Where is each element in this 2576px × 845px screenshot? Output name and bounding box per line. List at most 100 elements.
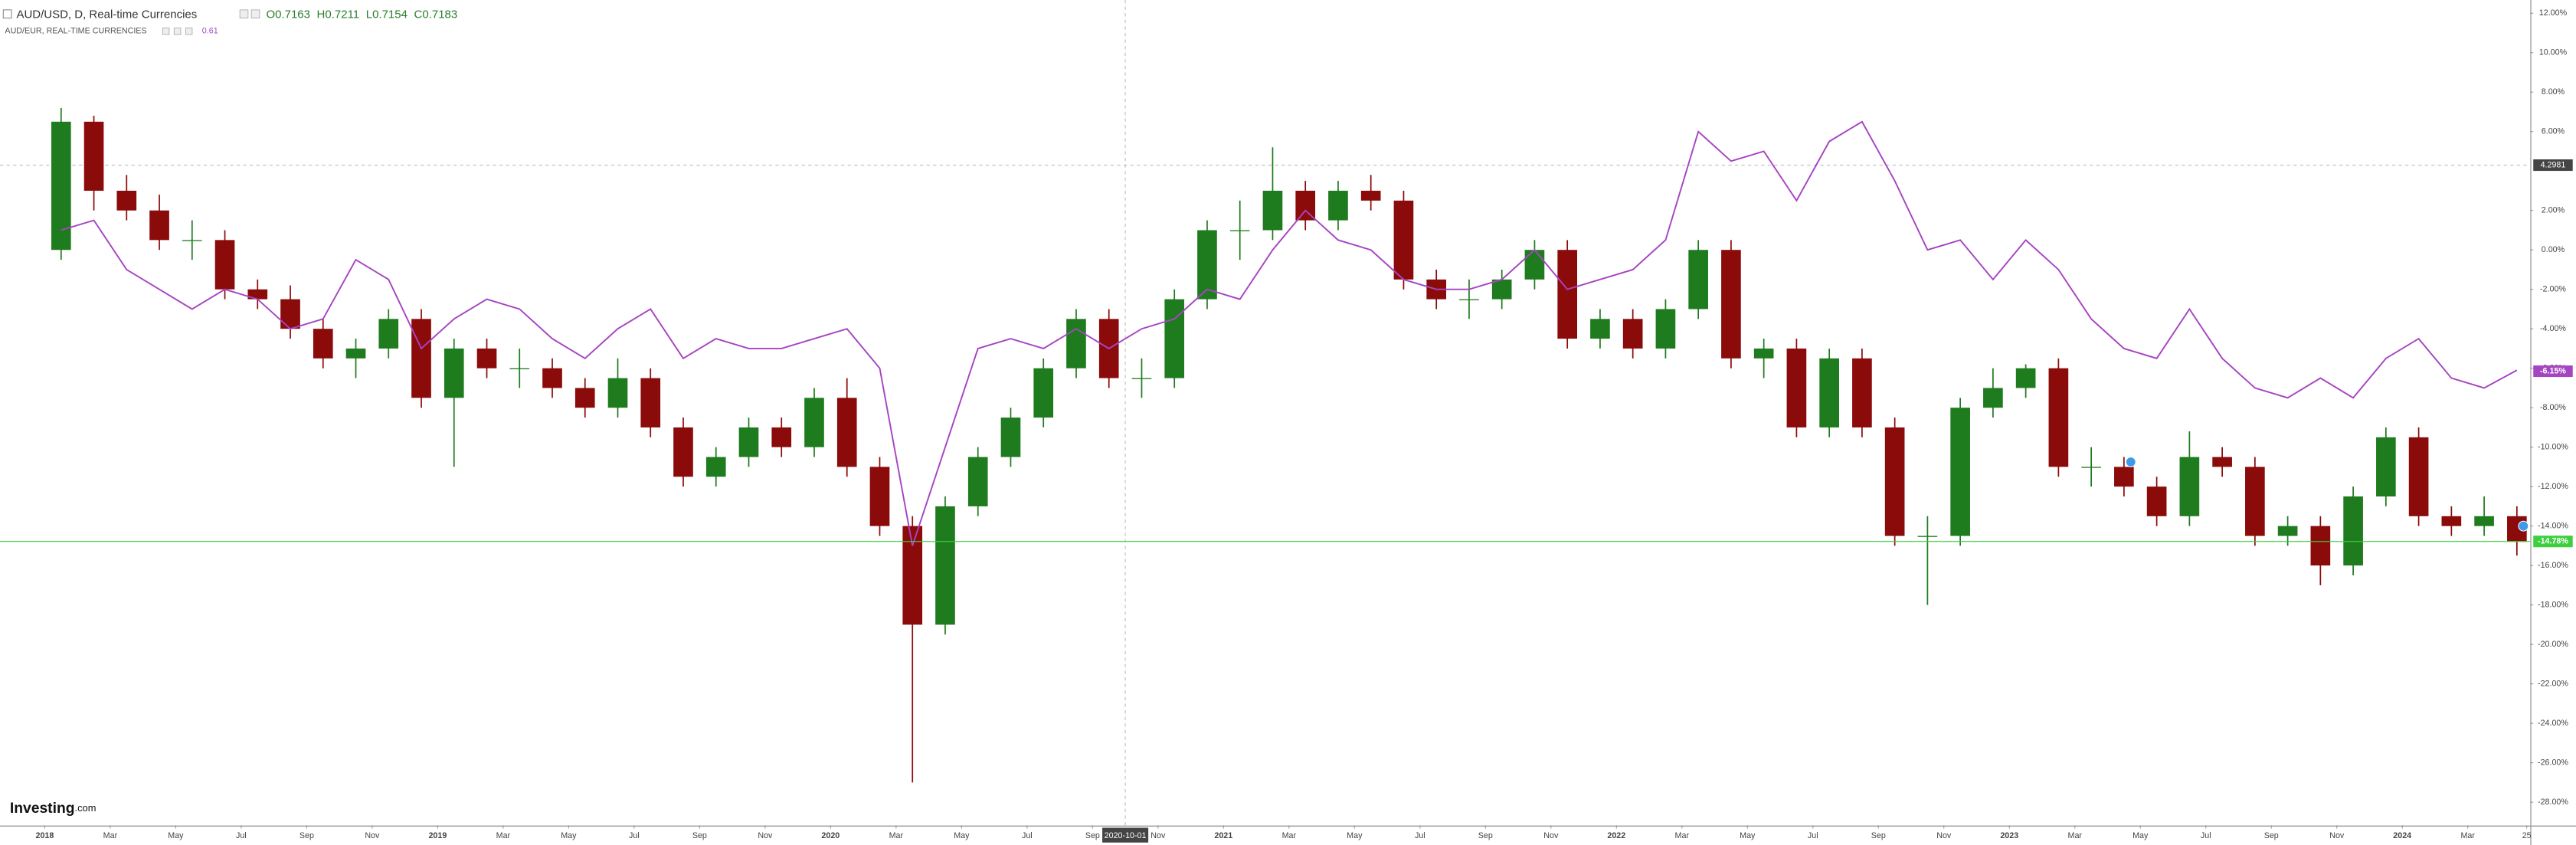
candle-body <box>2245 467 2265 536</box>
ohlc-label: L0.7154 <box>366 8 408 21</box>
x-tick-label: Jul <box>1415 831 1425 840</box>
candle-body <box>149 210 169 241</box>
x-tick-label: May <box>2132 831 2149 840</box>
candle-body <box>313 329 333 359</box>
ohlc-label: O0.7163 <box>266 8 310 21</box>
x-tick-label: Nov <box>1151 831 1166 840</box>
plot-area <box>0 0 2530 826</box>
y-tick-label: -28.00% <box>2538 798 2568 807</box>
event-icon <box>2125 457 2136 467</box>
x-tick-label: May <box>1740 831 1756 840</box>
candle-body <box>1164 299 1185 378</box>
event-icon <box>2518 520 2529 532</box>
x-tick-label: 2023 <box>2000 831 2018 840</box>
overlay-value: 0.61 <box>202 27 218 36</box>
x-tick-label: Jul <box>629 831 640 840</box>
series-title: AUD/USD, D, Real-time Currencies <box>16 8 197 21</box>
y-tick-label: -26.00% <box>2538 758 2568 767</box>
x-tick-label: Jul <box>1022 831 1033 840</box>
x-tick-label: Sep <box>1871 831 1886 840</box>
y-tick-label: -24.00% <box>2538 719 2568 728</box>
candle-body <box>967 457 988 506</box>
x-tick-label: 25 <box>2522 831 2532 840</box>
price-tag-label: -14.78% <box>2538 537 2568 546</box>
candle-body <box>444 348 464 398</box>
ohlc-label: C0.7183 <box>414 8 458 21</box>
x-tick-label: Mar <box>103 831 118 840</box>
ohlc-label: H0.7211 <box>317 8 360 21</box>
y-tick-label: -10.00% <box>2538 443 2568 452</box>
x-tick-label: Nov <box>1936 831 1952 840</box>
crosshair-price-tag <box>2533 159 2573 172</box>
x-tick-label: 2021 <box>1214 831 1232 840</box>
y-tick-label: -14.00% <box>2538 521 2568 530</box>
candle-body <box>116 190 137 211</box>
x-tick-label: Nov <box>365 831 380 840</box>
y-tick-label: 2.00% <box>2542 206 2565 215</box>
candle-body <box>1688 250 1708 310</box>
candle-body <box>1655 309 1676 349</box>
logo: Investing.com <box>10 801 97 817</box>
candle-body <box>2114 467 2134 487</box>
candle-body <box>1229 230 1250 231</box>
y-tick-label: -2.00% <box>2540 285 2566 294</box>
candle-body <box>1491 279 1512 300</box>
y-tick-label: 8.00% <box>2542 87 2565 97</box>
y-tick-label: -12.00% <box>2538 482 2568 491</box>
candle-body <box>869 467 890 526</box>
y-tick-label: -8.00% <box>2540 403 2566 412</box>
candle-body <box>83 121 104 191</box>
candle-body <box>2474 516 2494 526</box>
ohlc-values: O0.7163 H0.7211 L0.7154 C0.7183 <box>266 8 457 21</box>
close-icon[interactable] <box>250 9 260 19</box>
x-tick-label: Sep <box>1085 831 1100 840</box>
candle-body <box>2441 516 2462 526</box>
candle-body <box>1131 378 1152 379</box>
candle-body <box>378 319 399 349</box>
x-tick-label: 2022 <box>1607 831 1625 840</box>
candle-body <box>640 378 661 427</box>
collapse-icon[interactable] <box>2 9 12 19</box>
candle-body <box>1786 348 1807 427</box>
candle-body <box>2277 526 2298 536</box>
y-tick-label: -18.00% <box>2538 600 2568 609</box>
candle-body <box>673 427 693 477</box>
candle-body <box>1852 358 1872 427</box>
candle-body <box>2212 457 2232 467</box>
candle-body <box>1066 319 1086 368</box>
overlay-icon[interactable] <box>162 28 170 35</box>
candle-body <box>771 427 792 447</box>
candle-body <box>1917 535 1938 537</box>
header: AUD/USD, D, Real-time Currencies O0.7163… <box>2 8 457 36</box>
x-tick-label: Mar <box>2460 831 2475 840</box>
candle-body <box>509 368 530 369</box>
price-tag <box>2533 535 2573 548</box>
candle-body <box>902 526 923 625</box>
candle-body <box>1819 358 1839 427</box>
overlay-icon[interactable] <box>185 28 193 35</box>
overlay-title: AUD/EUR, REAL-TIME CURRENCIES <box>5 27 146 36</box>
settings-icon[interactable] <box>239 9 249 19</box>
candle-body <box>1033 368 1054 418</box>
x-tick-label: Mar <box>2068 831 2083 840</box>
candle-body <box>1360 190 1381 201</box>
candle-body <box>1328 190 1348 221</box>
candle-body <box>2179 457 2200 516</box>
candle-body <box>1393 200 1414 280</box>
x-tick-label: 2019 <box>428 831 447 840</box>
x-tick-label: Jul <box>236 831 247 840</box>
candle-body <box>1197 230 1217 300</box>
y-tick-label: 6.00% <box>2542 127 2565 136</box>
candle-body <box>247 289 268 300</box>
y-tick-label: -20.00% <box>2538 640 2568 649</box>
overlay-icon[interactable] <box>173 28 182 35</box>
candle-body <box>1000 418 1021 457</box>
candle-body <box>542 368 562 388</box>
x-tick-label: May <box>561 831 577 840</box>
candle-body <box>1721 250 1741 359</box>
x-tick-label: Nov <box>1543 831 1559 840</box>
candle-body <box>2408 437 2429 516</box>
